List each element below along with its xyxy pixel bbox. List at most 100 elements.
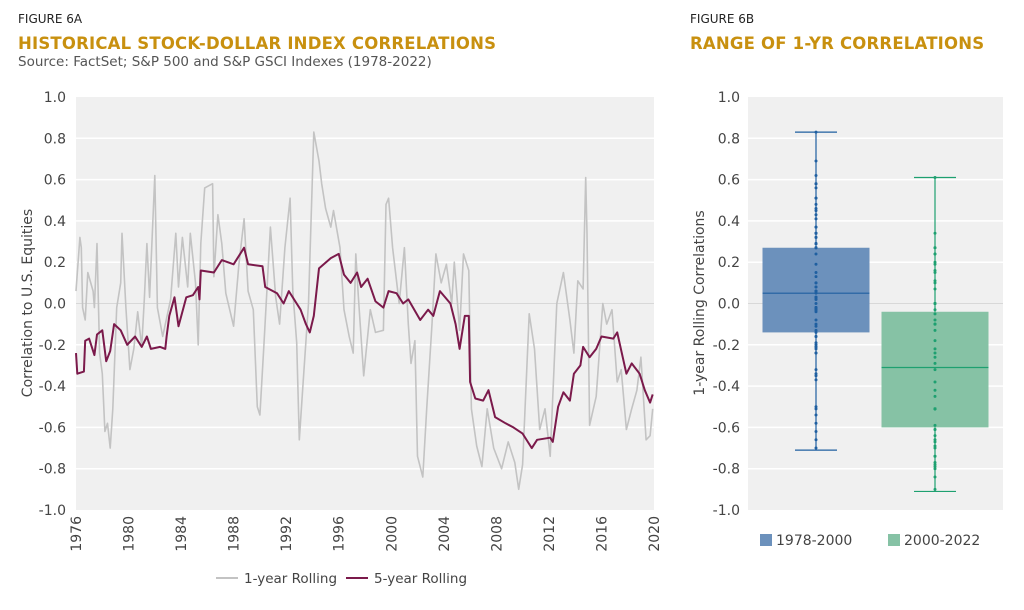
legend-label-1978-2000: 1978-2000 [776,533,852,549]
box-chart-y-tick-label: 1.0 [718,90,740,106]
box-1978-2000-point [814,378,818,382]
box-1978-2000-point [814,271,818,275]
box-2000-2022-point [933,394,937,398]
line-series-5-year-rolling [75,246,654,450]
box-chart-y-tick-label: 0.2 [718,255,740,271]
box-1978-2000-point [814,262,818,266]
box-2000-2022-point [933,461,937,465]
box-1978-2000-point [814,242,818,246]
box-chart-y-tick-label: -1.0 [713,503,740,519]
box-chart-y-tick-label: -0.2 [713,338,740,354]
line-chart-y-tick-label: 0.8 [44,131,66,147]
box-1978-2000-point [814,275,818,279]
box-1978-2000-point [814,341,818,345]
box-1978-2000-point [814,438,818,442]
box-1978-2000-point [814,421,818,425]
box-1978-2000-point [814,285,818,289]
box-1978-2000-point [814,235,818,239]
box-2000-2022-point [933,467,937,471]
box-2000-2022-point [933,351,937,355]
box-1978-2000-point [814,281,818,285]
box-1978-2000-point [814,173,818,177]
box-2000-2022-point [933,407,937,411]
box-chart-y-tick-label: -0.4 [713,379,740,395]
box-1978-2000-point [814,295,818,299]
box-1978-2000-point [814,430,818,434]
box-2000-2022-point [933,465,937,469]
line-chart-x-tick-label: 2020 [647,516,663,552]
line-chart-x-tick-label: 2000 [384,516,400,552]
box-1978-2000-point [814,297,818,301]
box-2000-2022-point [933,260,937,264]
box-2000-2022-point [933,463,937,467]
line-chart-y-tick-label: -0.4 [39,379,66,395]
box-2000-2022-point [933,252,937,256]
line-chart-x-tick-label: 2012 [542,516,558,552]
line-chart-x-tick-label: 2004 [437,516,453,552]
box-1978-2000-point [814,289,818,293]
box-chart-y-tick-label: -0.8 [713,462,740,478]
line-chart-y-tick-label: -1.0 [39,503,66,519]
line-chart-x-tick-label: 1988 [227,516,243,552]
box-2000-2022-point [933,279,937,283]
box-chart-y-tick-label: 0.0 [718,297,740,313]
box-1978-2000-point [814,324,818,328]
box-2000-2022-point [933,308,937,312]
box-1978-2000-point [814,308,818,312]
box-2000-2022-point [933,427,937,431]
box-2000-2022-point [933,368,937,372]
box-1978-2000-point [814,291,818,295]
legend-label-2000-2022: 2000-2022 [904,533,980,549]
box-1978-2000-point [814,207,818,211]
box-1978-2000-point [814,209,818,213]
line-chart-y-tick-label: -0.8 [39,462,66,478]
box-1978-2000-point [814,330,818,334]
box-1978-2000-point [814,217,818,221]
line-chart-y-tick-label: 0.4 [44,214,66,230]
line-chart-x-tick-label: 1976 [69,516,85,552]
legend-label-1-year: 1-year Rolling [244,571,337,587]
line-chart-y-tick-label: 1.0 [44,90,66,106]
box-2000-2022-point [933,322,937,326]
line-chart-y-axis-label: Correlation to U.S. Equities [20,209,36,397]
box-2000-2022-point [933,423,937,427]
box-2000-2022-point [933,176,937,180]
box-2000-2022-point [933,262,937,266]
line-series-1-year-rolling [75,131,654,491]
box-1978-2000-point [814,318,818,322]
figure-b-label: FIGURE 6B [690,12,755,26]
box-2000-2022-point [933,438,937,442]
box-1978-2000-point [814,213,818,217]
box-2000-2022-point [933,347,937,351]
box-2000-2022-point [933,281,937,285]
box-2000-2022-point [933,339,937,343]
box-2000-2022-point [933,434,937,438]
box-1978-2000-point [814,405,818,409]
box-1978-2000-point [814,231,818,235]
box-1978-2000-point [814,407,818,411]
box-1978-2000-point [814,335,818,339]
box-1978-2000-point [814,310,818,314]
box-2000-2022-point [933,444,937,448]
line-chart-y-tick-label: -0.2 [39,338,66,354]
box-2000-2022-point [933,454,937,458]
box-1978-2000-point [814,182,818,186]
box-2000-2022-point [933,312,937,316]
figure-a-label: FIGURE 6A [18,12,83,26]
line-chart-y-tick-label: 0.0 [44,297,66,313]
line-chart-y-tick-label: 0.2 [44,255,66,271]
box-1978-2000-point [814,328,818,332]
box-1978-2000-point [814,225,818,229]
box-2000-2022-point [933,268,937,272]
box-1978-2000-point [814,347,818,351]
box-2000-2022-point [933,355,937,359]
box-2000-2022-point [933,361,937,365]
box-1978-2000-point [814,159,818,163]
box-1978-2000-point [814,246,818,250]
box-2000-2022-point [933,271,937,275]
box-chart: 1.0 0.8 0.6 0.4 0.2 0.0 -0.2 -0.4 -0.6 -0.8 -1.0 [713,90,1003,519]
line-chart-y-tick-label: -0.6 [39,420,66,436]
box-2000-2022-point [933,231,937,235]
box-1978-2000-point [814,351,818,355]
